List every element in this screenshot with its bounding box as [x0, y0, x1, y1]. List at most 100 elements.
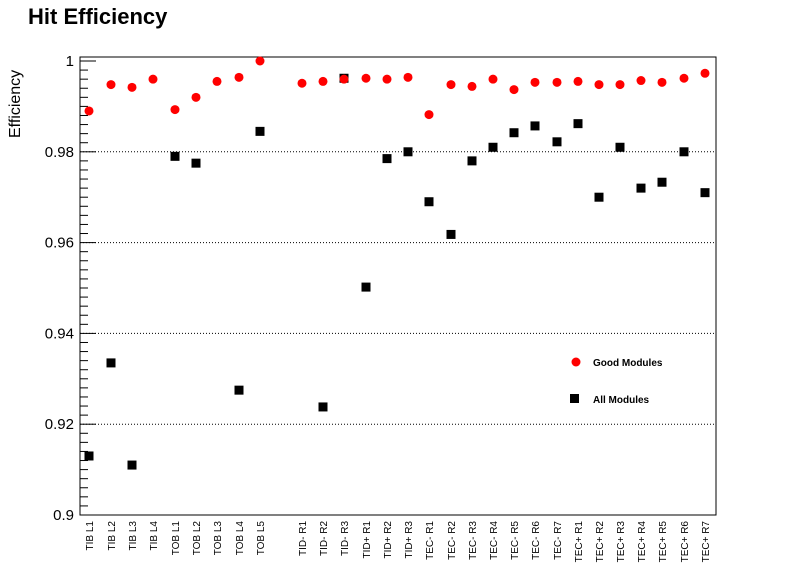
- x-tick-label: TEC- R3: [468, 521, 479, 560]
- good-modules-point: [636, 76, 646, 86]
- all-modules-point: [530, 121, 540, 131]
- x-tick-label: TEC- R5: [510, 521, 521, 560]
- all-modules-point: [170, 151, 180, 161]
- all-modules-point: [446, 229, 456, 239]
- all-modules-point: [382, 154, 392, 164]
- all-modules-point: [234, 385, 244, 395]
- x-tick-label: TEC- R6: [531, 521, 542, 560]
- good-modules-point: [191, 92, 201, 102]
- y-tick-label: 0.9: [53, 507, 74, 524]
- good-modules-point: [446, 80, 456, 90]
- all-modules-point: [318, 402, 328, 412]
- x-tick-label: TEC- R1: [425, 521, 436, 560]
- all-modules-point: [636, 183, 646, 193]
- good-modules-point: [615, 80, 625, 90]
- good-modules-point: [679, 73, 689, 83]
- good-modules-point: [212, 76, 222, 86]
- legend-marker-all: [570, 394, 579, 403]
- good-modules-point: [509, 85, 519, 95]
- good-modules-point: [361, 73, 371, 83]
- x-tick-label: TIB L3: [128, 521, 139, 551]
- all-modules-point: [106, 358, 116, 368]
- good-modules-point: [234, 72, 244, 82]
- x-tick-label: TEC+ R1: [574, 521, 585, 563]
- good-modules-point: [297, 78, 307, 88]
- good-modules-point: [127, 82, 137, 92]
- legend: Good Modules All Modules: [570, 357, 663, 406]
- y-tick-label: 0.98: [45, 144, 74, 161]
- all-modules-point: [191, 158, 201, 168]
- all-modules-point: [361, 282, 371, 292]
- x-tick-label: TEC+ R7: [701, 521, 712, 563]
- x-tick-label: TEC- R4: [489, 521, 500, 560]
- all-modules-point: [700, 188, 710, 198]
- good-modules-point: [552, 77, 562, 87]
- x-tick-label: TID- R2: [319, 521, 330, 556]
- good-modules-point: [657, 77, 667, 87]
- good-modules-point: [573, 76, 583, 86]
- good-modules-point: [488, 74, 498, 84]
- x-tick-label: TOB L2: [192, 521, 203, 556]
- good-modules-point: [403, 72, 413, 82]
- x-tick-label: TIB L2: [107, 521, 118, 551]
- x-tick-label: TID- R3: [340, 521, 351, 556]
- all-modules-point: [552, 137, 562, 147]
- good-modules-point: [382, 74, 392, 84]
- good-modules-point: [424, 110, 434, 120]
- all-modules-point: [467, 156, 477, 166]
- chart-title: Hit Efficiency: [28, 4, 168, 29]
- y-axis-title: Efficiency: [7, 70, 24, 138]
- x-tick-label: TID+ R1: [362, 521, 373, 559]
- y-tick-label: 0.96: [45, 235, 74, 252]
- good-modules-point: [84, 106, 94, 116]
- good-modules-point: [106, 80, 116, 90]
- good-modules-point: [148, 74, 158, 84]
- y-tick-label: 0.94: [45, 325, 74, 342]
- x-tick-label: TEC+ R3: [616, 521, 627, 563]
- all-modules-point: [488, 142, 498, 152]
- x-tick-label: TID+ R2: [383, 521, 394, 559]
- x-tick-label: TEC+ R5: [658, 521, 669, 563]
- y-tick-label: 1: [66, 53, 74, 70]
- x-tick-label: TOB L1: [171, 521, 182, 556]
- good-modules-point: [700, 68, 710, 78]
- x-tick-label: TEC+ R4: [637, 521, 648, 563]
- plot-frame: [79, 56, 717, 516]
- all-modules-point: [424, 197, 434, 207]
- all-modules-point: [615, 142, 625, 152]
- good-modules-point: [318, 76, 328, 86]
- good-modules-point: [339, 74, 349, 84]
- all-modules-point: [594, 192, 604, 202]
- x-tick-label: TEC+ R2: [595, 521, 606, 563]
- good-modules-point: [530, 77, 540, 87]
- all-modules-point: [84, 451, 94, 461]
- legend-marker-good: [571, 357, 581, 367]
- legend-label-good: Good Modules: [593, 358, 663, 369]
- all-modules-point: [657, 177, 667, 187]
- x-tick-label: TEC- R7: [553, 521, 564, 560]
- all-modules-point: [127, 460, 137, 470]
- x-tick-label: TEC+ R6: [680, 521, 691, 563]
- data-points: [84, 56, 710, 470]
- all-modules-point: [679, 147, 689, 157]
- x-tick-label: TID- R1: [298, 521, 309, 556]
- all-modules-point: [509, 128, 519, 138]
- x-tick-label: TIB L1: [85, 521, 96, 551]
- good-modules-point: [467, 81, 477, 91]
- grid: [80, 151, 716, 425]
- good-modules-point: [170, 105, 180, 115]
- all-modules-point: [573, 119, 583, 129]
- all-modules-point: [255, 126, 265, 136]
- good-modules-point: [255, 56, 265, 66]
- y-axis: 0.9 0.92 0.94 0.96 0.98 1: [45, 53, 96, 524]
- legend-label-all: All Modules: [593, 395, 650, 406]
- x-tick-label: TID+ R3: [404, 521, 415, 559]
- good-modules-point: [594, 80, 604, 90]
- y-tick-label: 0.92: [45, 416, 74, 433]
- x-tick-label: TOB L5: [256, 521, 267, 556]
- x-tick-label: TOB L3: [213, 521, 224, 556]
- x-tick-label: TEC- R2: [447, 521, 458, 560]
- all-modules-point: [403, 147, 413, 157]
- x-tick-label: TIB L4: [149, 521, 160, 551]
